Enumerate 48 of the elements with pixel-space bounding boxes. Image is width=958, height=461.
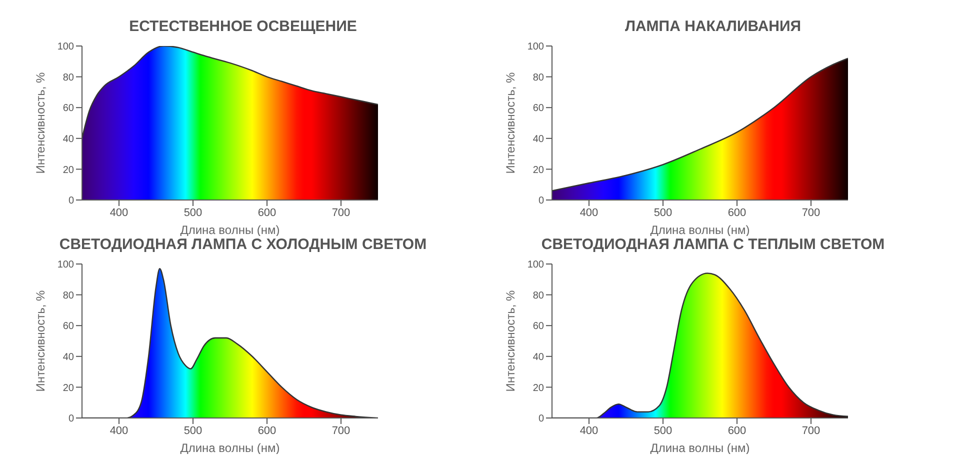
- y-tick-label: 100: [527, 42, 544, 53]
- x-tick-label: 400: [110, 424, 128, 437]
- x-tick-label: 600: [258, 424, 276, 437]
- x-tick-label: 500: [654, 206, 672, 219]
- x-tick-label: 400: [580, 206, 598, 219]
- y-tick-label: 80: [532, 72, 544, 84]
- x-tick-label: 500: [654, 424, 672, 437]
- y-tick-label: 20: [532, 164, 544, 176]
- y-tick-label: 0: [538, 414, 544, 425]
- y-tick-label: 100: [527, 260, 544, 271]
- y-tick-label: 80: [62, 290, 74, 302]
- x-tick-label: 400: [580, 424, 598, 437]
- y-tick-label: 80: [62, 72, 74, 84]
- y-tick-label: 0: [538, 196, 544, 207]
- y-tick-label: 80: [532, 290, 544, 302]
- x-tick-label: 700: [802, 424, 820, 437]
- y-tick-label: 40: [532, 352, 544, 363]
- y-axis-title: Интенсивность, %: [33, 290, 48, 392]
- x-tick-label: 500: [184, 206, 202, 219]
- y-tick-label: 0: [68, 196, 74, 207]
- x-tick-label: 700: [332, 424, 350, 437]
- x-tick-label: 500: [184, 424, 202, 437]
- x-tick-label: 400: [110, 206, 128, 219]
- x-tick-label: 700: [802, 206, 820, 219]
- y-tick-label: 60: [62, 321, 74, 332]
- y-axis-title: Интенсивность, %: [503, 290, 518, 392]
- y-tick-label: 0: [68, 414, 74, 425]
- y-tick-label: 40: [62, 352, 74, 363]
- chart-title: СВЕТОДИОДНАЯ ЛАМПА С ТЕПЛЫМ СВЕТОМ: [540, 236, 886, 255]
- x-tick-label: 600: [728, 206, 746, 219]
- y-tick-label: 20: [532, 382, 544, 394]
- y-tick-label: 100: [57, 260, 74, 271]
- y-axis-title: Интенсивность, %: [503, 72, 518, 174]
- x-tick-label: 700: [332, 206, 350, 219]
- y-tick-label: 60: [62, 103, 74, 114]
- chart-title: ЛАМПА НАКАЛИВАНИЯ: [624, 18, 802, 37]
- y-tick-label: 40: [62, 134, 74, 145]
- y-axis-title: Интенсивность, %: [33, 72, 48, 174]
- chart-title: СВЕТОДИОДНАЯ ЛАМПА С ХОЛОДНЫМ СВЕТОМ: [58, 236, 428, 255]
- x-tick-label: 600: [728, 424, 746, 437]
- y-tick-label: 20: [62, 164, 74, 176]
- y-tick-label: 40: [532, 134, 544, 145]
- y-tick-label: 60: [532, 103, 544, 114]
- x-tick-label: 600: [258, 206, 276, 219]
- y-tick-label: 20: [62, 382, 74, 394]
- chart-title: ЕСТЕСТВЕННОЕ ОСВЕЩЕНИЕ: [128, 18, 358, 37]
- y-tick-label: 60: [532, 321, 544, 332]
- y-tick-label: 100: [57, 42, 74, 53]
